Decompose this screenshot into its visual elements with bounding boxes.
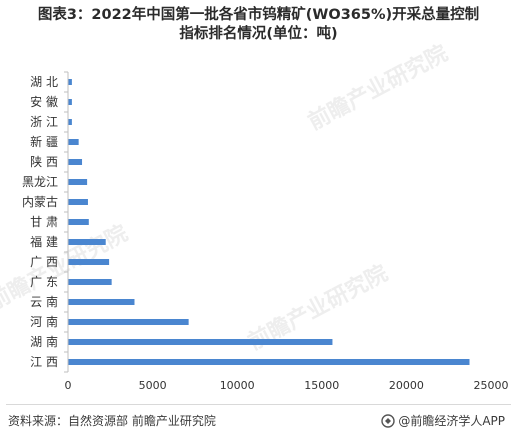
bar [68, 219, 89, 225]
category-label: 安 徽 [30, 94, 58, 109]
x-tick-label: 20000 [389, 379, 424, 392]
chart-title-line2: 指标排名情况(单位：吨) [179, 26, 338, 42]
x-tick-label: 15000 [304, 379, 339, 392]
bar [68, 159, 83, 165]
footer-divider [6, 404, 511, 405]
bar [68, 299, 135, 305]
chart-title-line1: 图表3：2022年中国第一批各省市钨精矿(WO365%)开采总量控制 [37, 7, 480, 23]
bar [68, 199, 88, 205]
category-label: 河 南 [30, 314, 58, 329]
x-tick-label: 5000 [139, 379, 167, 392]
bar [68, 239, 106, 245]
category-label: 广 东 [30, 275, 58, 289]
qianzhan-logo-icon [381, 413, 396, 428]
category-label: 内蒙古 [22, 194, 58, 209]
brand-credit: @前瞻经济学人APP [381, 412, 505, 429]
category-label: 新 疆 [30, 134, 58, 149]
x-tick-label: 10000 [220, 379, 255, 392]
bar [68, 359, 470, 365]
bar [68, 319, 189, 325]
bar [68, 339, 333, 345]
category-label: 福 建 [30, 234, 58, 249]
category-label: 甘 肃 [30, 215, 58, 229]
category-label: 黑龙江 [22, 175, 58, 189]
bar [68, 139, 79, 145]
bar [68, 279, 112, 285]
category-label: 广 西 [30, 255, 58, 269]
brand-label: @前瞻经济学人APP [398, 414, 505, 428]
category-label: 浙 江 [30, 115, 58, 129]
source-note: 资料来源：自然资源部 前瞻产业研究院 [8, 414, 216, 428]
category-label: 江 西 [30, 355, 58, 369]
category-label: 陕 西 [30, 154, 58, 169]
bar [68, 79, 72, 85]
bar [68, 259, 110, 265]
chart-title: 图表3：2022年中国第一批各省市钨精矿(WO365%)开采总量控制 指标排名情… [0, 6, 517, 44]
category-label: 云 南 [30, 294, 58, 309]
category-label: 湖 南 [30, 334, 58, 349]
x-tick-label: 0 [65, 379, 72, 392]
bar [68, 119, 72, 125]
bar [68, 99, 72, 105]
category-label: 湖 北 [30, 74, 58, 89]
bar [68, 179, 88, 185]
x-tick-label: 25000 [474, 379, 509, 392]
